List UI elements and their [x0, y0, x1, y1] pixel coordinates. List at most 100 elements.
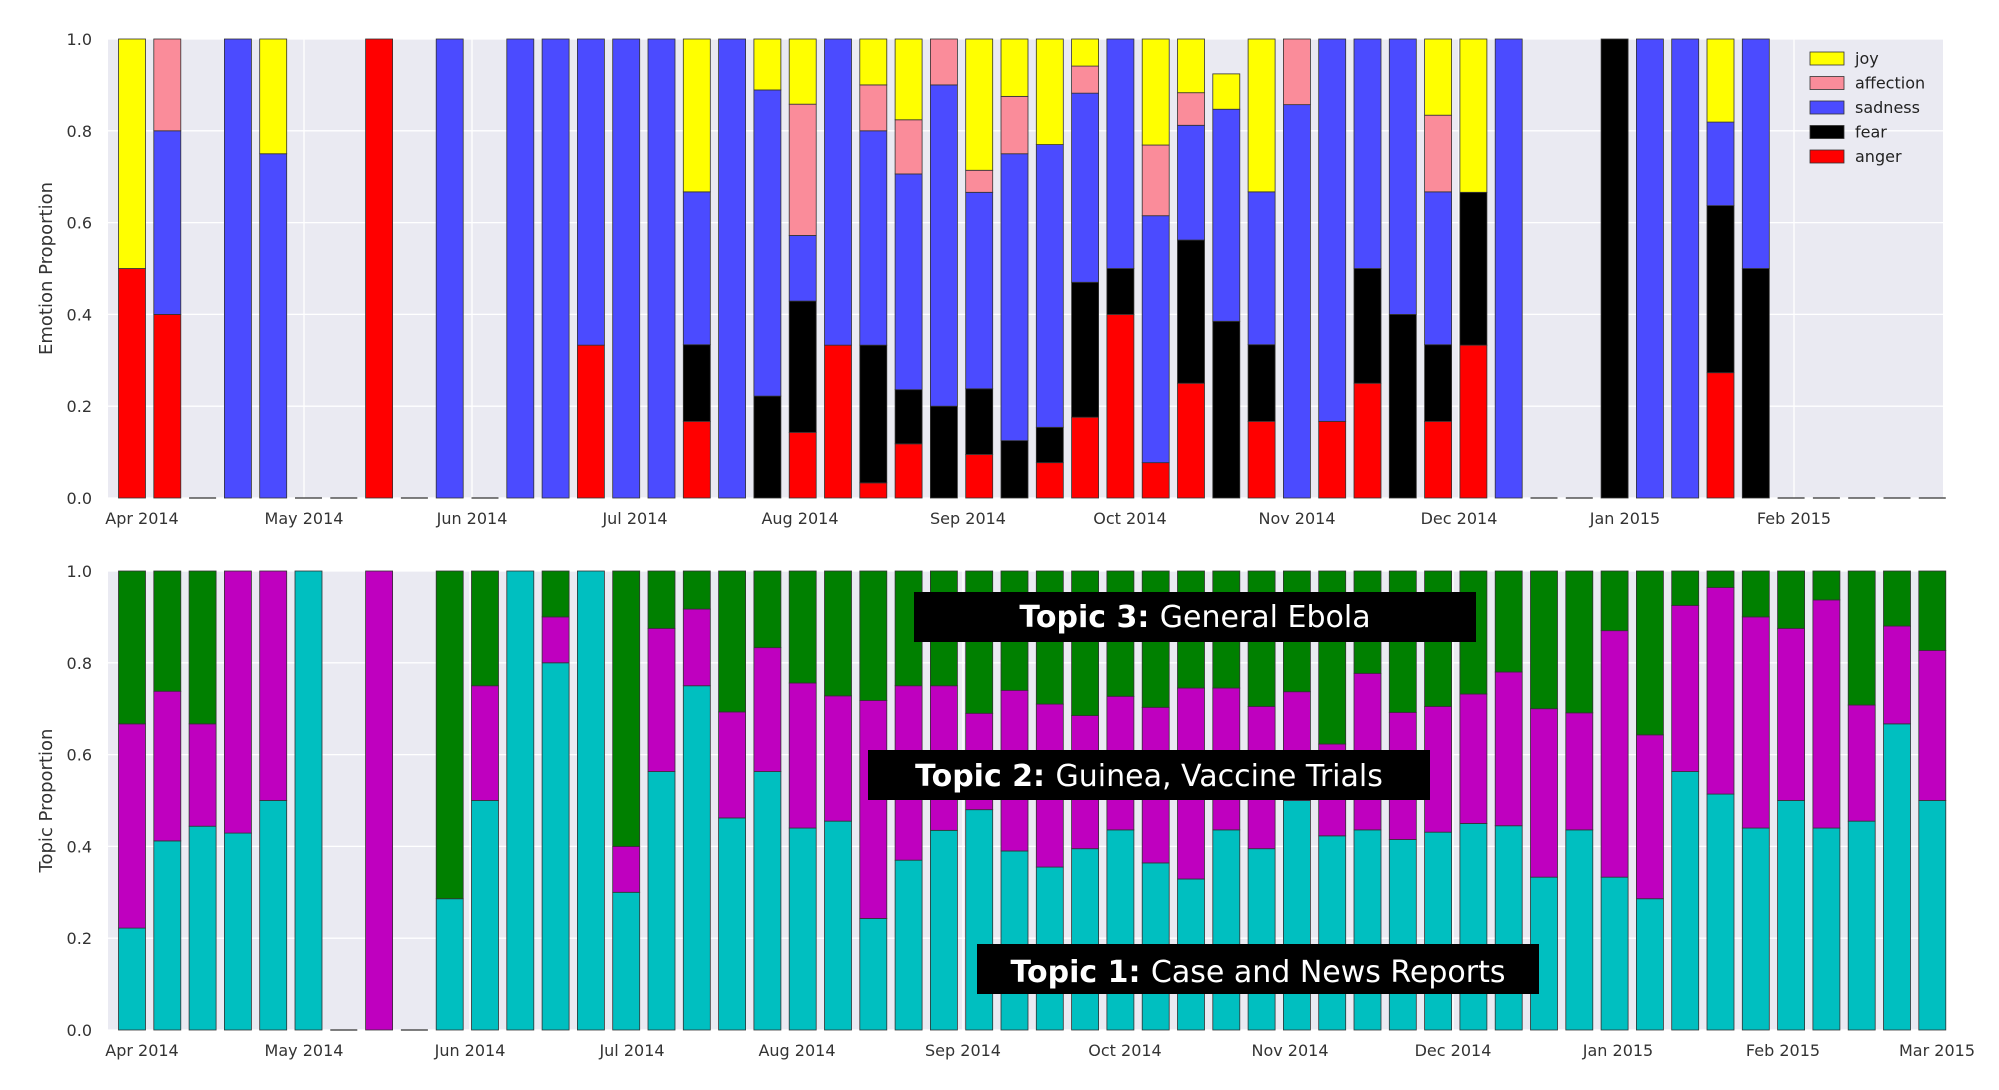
bar-topic3	[647, 570, 676, 629]
annotation-label: Guinea, Vaccine Trials	[1056, 759, 1383, 794]
bar-joy	[894, 38, 923, 121]
bar-topic3	[1565, 570, 1594, 714]
bar-fear	[1106, 268, 1135, 315]
bar-joy	[1035, 38, 1064, 145]
bar-sadness	[824, 38, 852, 346]
bar-sadness	[1636, 38, 1664, 499]
bar-sadness	[612, 38, 641, 499]
annotation-text: Topic 2: Guinea, Vaccine Trials	[915, 759, 1383, 794]
bar-affection	[930, 38, 958, 86]
y-tick-label: 0.4	[67, 837, 92, 856]
bar-sadness	[1741, 38, 1770, 269]
bar-topic3	[435, 570, 464, 900]
bar-sadness	[1106, 38, 1135, 269]
bar-fear	[859, 344, 888, 484]
bar-topic3	[682, 570, 711, 610]
bar-topic1	[1283, 800, 1311, 1031]
x-tick-label: Nov 2014	[1258, 509, 1335, 528]
x-tick-label: May 2014	[265, 1041, 344, 1060]
y-tick-label: 0.6	[67, 214, 92, 233]
legend-swatch-joy	[1809, 51, 1845, 66]
bar-topic1	[506, 570, 535, 1031]
bar-topic3	[541, 570, 570, 618]
bar-fear	[1388, 313, 1417, 499]
bar-sadness	[435, 38, 464, 499]
legend-swatch-affection	[1809, 76, 1845, 90]
bar-topic3	[718, 570, 746, 713]
bar-sadness	[1424, 191, 1452, 346]
bar-affection	[1000, 95, 1029, 155]
bar-topic1	[1247, 848, 1276, 1031]
bar-affection	[965, 169, 994, 193]
bar-topic2	[1565, 712, 1594, 831]
bar-joy	[1141, 38, 1170, 146]
legend-swatch-anger	[1809, 149, 1845, 164]
bar-sadness	[1177, 124, 1205, 241]
bar-sadness	[930, 84, 958, 407]
legend-label-anger: anger	[1855, 147, 1902, 166]
bar-affection	[1424, 114, 1452, 193]
bar-fear	[894, 389, 923, 445]
bar-anger	[1177, 382, 1205, 499]
bar-sadness	[647, 38, 676, 499]
bar-affection	[1071, 65, 1099, 94]
bar-sadness	[506, 38, 535, 499]
bar-topic3	[153, 570, 182, 692]
bar-sadness	[577, 38, 605, 346]
bar-joy	[1424, 38, 1452, 116]
bar-topic2	[1883, 625, 1911, 725]
bar-affection	[153, 38, 182, 132]
bar-topic1	[435, 898, 464, 1031]
bar-topic3	[118, 570, 146, 725]
bar-sadness	[1671, 38, 1700, 499]
bar-topic2	[824, 695, 852, 822]
bar-topic1	[1318, 835, 1347, 1031]
bar-sadness	[753, 89, 782, 397]
bar-anger	[365, 38, 394, 499]
bar-topic3	[1777, 570, 1805, 629]
bar-topic2	[1671, 605, 1700, 772]
bar-sadness	[259, 153, 288, 499]
bar-topic1	[1000, 850, 1029, 1031]
bar-sadness	[1388, 38, 1417, 315]
emotion-chart: 0.0 0.2 0.4 0.6 0.8 1.0 Apr 2014 May 2014 Jun 20…	[36, 30, 1946, 528]
bar-joy	[965, 38, 994, 171]
bar-sadness	[153, 130, 182, 315]
bar-topic2	[1741, 616, 1770, 829]
annotation-bold: Topic 3:	[1019, 600, 1159, 635]
x-tick-label: Dec 2014	[1415, 1041, 1492, 1060]
bar-affection	[894, 119, 923, 175]
bar-topic3	[753, 570, 782, 649]
bar-topic1	[1812, 827, 1841, 1031]
bar-affection	[1177, 92, 1205, 126]
y-tick-label: 0.4	[67, 305, 92, 324]
bar-topic1	[1918, 800, 1947, 1031]
bar-fear	[1706, 205, 1735, 374]
x-tick-label: Oct 2014	[1093, 509, 1166, 528]
bar-topic1	[1600, 876, 1629, 1031]
bar-fear	[1424, 344, 1452, 422]
bar-sadness	[541, 38, 570, 499]
bar-topic3	[1600, 570, 1629, 632]
bar-anger	[894, 443, 923, 499]
legend-label-sadness: sadness	[1855, 98, 1920, 117]
bar-topic1	[1565, 829, 1594, 1031]
bar-topic1	[612, 891, 641, 1031]
bar-topic3	[188, 570, 217, 725]
bar-topic2	[259, 570, 288, 801]
bar-topic3	[788, 570, 817, 684]
bar-topic2	[1459, 693, 1488, 824]
bar-topic2	[647, 627, 676, 772]
bar-topic2	[682, 608, 711, 687]
bar-fear	[1247, 344, 1276, 422]
x-tick-label: May 2014	[265, 509, 344, 528]
bar-anger	[1106, 313, 1135, 499]
y-tick-label: 0.2	[67, 397, 92, 416]
bar-joy	[259, 38, 288, 155]
bar-joy	[1459, 38, 1488, 193]
bar-topic3	[1706, 570, 1735, 588]
bar-topic3	[824, 570, 852, 697]
legend-swatch-sadness	[1809, 100, 1845, 115]
bar-topic2	[471, 685, 499, 801]
bar-topic2	[188, 723, 217, 827]
